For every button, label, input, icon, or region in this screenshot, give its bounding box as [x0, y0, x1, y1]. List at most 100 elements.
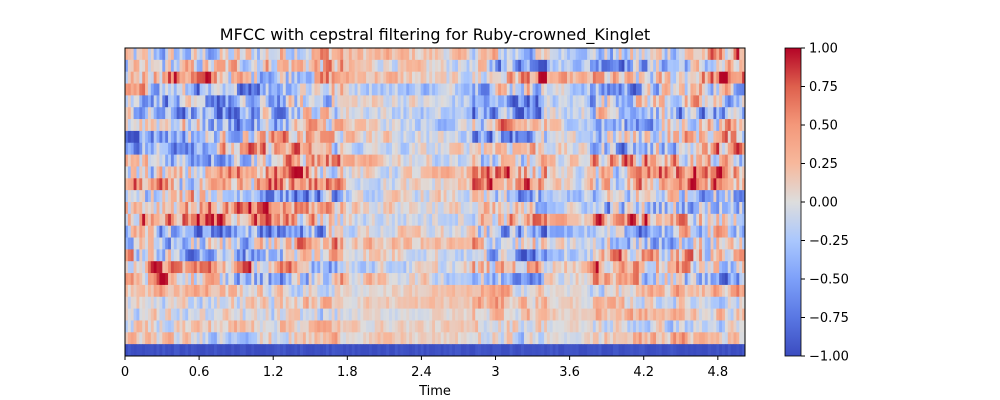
heatmap-cell: [231, 166, 235, 179]
heatmap-cell: [297, 308, 301, 321]
heatmap-cell: [236, 308, 241, 321]
heatmap-cell: [366, 154, 370, 167]
heatmap-cell: [664, 190, 668, 203]
heatmap-cell: [435, 95, 439, 108]
heatmap-cell: [704, 190, 709, 203]
heatmap-cell: [305, 202, 310, 215]
heatmap-cell: [297, 237, 301, 250]
heatmap-cell: [664, 130, 668, 144]
heatmap-cell: [136, 273, 140, 286]
heatmap-cell: [288, 95, 292, 108]
heatmap-cell: [687, 154, 691, 167]
heatmap-cell: [191, 142, 195, 155]
heatmap-cell: [228, 237, 232, 250]
heatmap-cell: [234, 48, 238, 61]
heatmap-cell: [420, 142, 424, 155]
heatmap-cell: [225, 225, 229, 238]
heatmap-cell: [257, 119, 261, 132]
heatmap-cell: [713, 190, 717, 203]
heatmap-cell: [612, 59, 617, 73]
heatmap-cell: [213, 71, 218, 84]
heatmap-cell: [498, 166, 502, 179]
heatmap-cell: [185, 273, 189, 286]
heatmap-cell: [492, 225, 496, 238]
heatmap-cell: [572, 142, 576, 155]
heatmap-cell: [202, 237, 206, 250]
heatmap-cell: [317, 95, 321, 108]
heatmap-cell: [733, 142, 737, 155]
heatmap-cell: [145, 119, 149, 132]
heatmap-cell: [480, 166, 485, 179]
heatmap-cell: [684, 48, 688, 61]
heatmap-cell: [371, 48, 376, 61]
heatmap-cell: [391, 273, 396, 286]
heatmap-cell: [509, 213, 513, 227]
heatmap-cell: [633, 154, 637, 167]
heatmap-cell: [394, 130, 399, 144]
heatmap-cell: [644, 202, 648, 215]
heatmap-cell: [515, 107, 519, 120]
heatmap-cell: [371, 296, 376, 309]
heatmap-cell: [521, 249, 525, 262]
heatmap-cell: [225, 308, 229, 321]
heatmap-cell: [294, 213, 298, 227]
heatmap-cell: [592, 59, 597, 73]
heatmap-cell: [311, 178, 315, 191]
heatmap-cell: [185, 48, 189, 61]
heatmap-cell: [578, 166, 582, 179]
heatmap-cell: [397, 154, 401, 167]
heatmap-cell: [133, 48, 137, 61]
heatmap-cell: [584, 296, 588, 309]
heatmap-cell: [274, 178, 278, 191]
heatmap-cell: [130, 284, 134, 298]
heatmap-cell: [211, 237, 215, 250]
heatmap-cell: [486, 308, 490, 321]
heatmap-cell: [455, 249, 459, 262]
heatmap-cell: [693, 107, 697, 120]
heatmap-cell: [716, 190, 720, 203]
heatmap-cell: [282, 48, 287, 61]
heatmap-cell: [142, 225, 146, 238]
heatmap-cell: [311, 142, 315, 155]
heatmap-cell: [414, 95, 419, 108]
heatmap-cell: [710, 154, 714, 167]
heatmap-cell: [707, 225, 711, 238]
heatmap-cell: [168, 107, 172, 120]
heatmap-cell: [343, 284, 347, 298]
heatmap-cell: [475, 190, 479, 203]
heatmap-cell: [259, 213, 264, 227]
heatmap-cell: [635, 166, 640, 179]
heatmap-cell: [133, 107, 137, 120]
heatmap-cell: [222, 213, 226, 227]
heatmap-cell: [386, 237, 390, 250]
heatmap-cell: [658, 71, 663, 84]
heatmap-cell: [641, 154, 645, 167]
heatmap-cell: [251, 284, 255, 298]
heatmap-cell: [612, 308, 617, 321]
heatmap-cell: [716, 130, 720, 144]
heatmap-cell: [173, 273, 178, 286]
heatmap-cell: [268, 48, 272, 61]
heatmap-cell: [125, 308, 129, 321]
heatmap-cell: [153, 296, 157, 309]
heatmap-cell: [294, 249, 298, 262]
heatmap-cell: [486, 130, 490, 144]
heatmap-cell: [592, 142, 597, 155]
heatmap-cell: [196, 249, 200, 262]
heatmap-cell: [733, 237, 737, 250]
heatmap-cell: [607, 83, 611, 96]
heatmap-cell: [368, 190, 373, 203]
heatmap-cell: [308, 95, 312, 108]
heatmap-cell: [202, 225, 206, 238]
heatmap-cell: [621, 166, 625, 179]
heatmap-cell: [612, 178, 617, 191]
heatmap-cell: [449, 130, 453, 144]
heatmap-cell: [538, 95, 542, 108]
heatmap-cell: [271, 107, 275, 120]
heatmap-cell: [314, 59, 318, 73]
heatmap-cell: [460, 166, 465, 179]
heatmap-cell: [667, 178, 671, 191]
heatmap-cell: [707, 202, 711, 215]
heatmap-cell: [331, 296, 335, 309]
heatmap-cell: [435, 296, 439, 309]
